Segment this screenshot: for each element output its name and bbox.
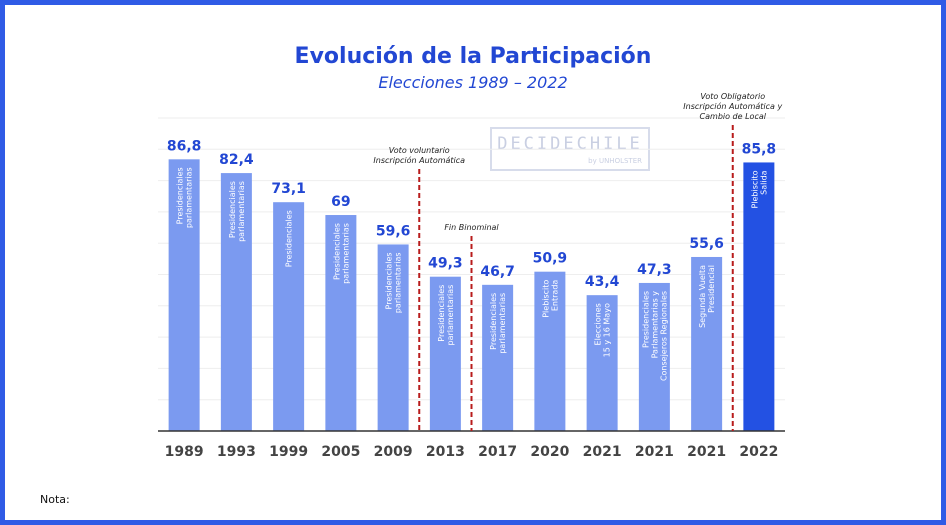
bar	[220, 173, 252, 431]
annotation-text: Inscripción Automática	[373, 155, 465, 165]
bar-label-group: Presidenciales parlamentarias	[228, 181, 246, 242]
bar-label-group: Presidenciales Parlamentarias y Consejeros…	[641, 291, 668, 381]
bar-inner-label: Presidencial	[707, 265, 716, 313]
bar	[273, 202, 305, 431]
footnote: Nota:	[40, 493, 70, 506]
bar-label-group: Presidenciales parlamentarias	[332, 223, 350, 284]
x-tick-label: 2021	[687, 444, 726, 460]
bar	[377, 244, 409, 431]
bar	[325, 215, 357, 431]
bar	[743, 162, 775, 432]
x-tick-label: 2020	[530, 444, 569, 460]
bar	[638, 282, 670, 431]
x-tick-label: 2013	[426, 444, 465, 460]
annotation-text: Voto voluntario	[389, 146, 450, 155]
value-label: 49,3	[428, 256, 463, 272]
bar	[429, 276, 461, 431]
x-tick-label: 2021	[583, 444, 622, 460]
value-label: 55,6	[689, 236, 724, 252]
bar-label-group: Elecciones 15 y 16 Mayo	[594, 303, 612, 357]
bar-label-group: Presidenciales	[285, 210, 294, 267]
bar-inner-label: Consejeros Regionales	[659, 291, 668, 381]
x-tick-label: 2021	[635, 444, 674, 460]
value-label: 69	[331, 194, 350, 210]
bar-inner-label: Salida	[759, 170, 768, 195]
bar-inner-label: parlamentarias	[498, 293, 507, 354]
bar-inner-label: Segunda Vuelta	[698, 265, 707, 328]
bar-inner-label: parlamentarias	[341, 223, 350, 284]
chart-subtitle: Elecciones 1989 – 2022	[378, 73, 568, 92]
bar-inner-label: Presidenciales	[437, 285, 446, 342]
bar-inner-label: Presidenciales	[385, 252, 394, 309]
bar-inner-label: parlamentarias	[237, 181, 246, 242]
bar-inner-label: parlamentarias	[185, 167, 194, 228]
bar	[691, 256, 723, 431]
bar-inner-label: Plebiscito	[541, 280, 550, 318]
bar	[168, 159, 200, 432]
annotation-text: Cambio de Local	[700, 112, 767, 121]
bar-inner-label: Presidenciales	[176, 167, 185, 224]
bar-label-group: Plebiscito Entrada	[541, 280, 559, 318]
bar-inner-label: parlamentarias	[394, 252, 403, 313]
bar-inner-label: Entrada	[550, 280, 559, 312]
bar-inner-label: parlamentarias	[446, 285, 455, 346]
value-label: 43,4	[585, 274, 620, 290]
annotation-text: Inscripción Automática y	[683, 101, 782, 111]
chart-title: Evolución de la Participación	[294, 44, 652, 69]
bar-inner-label: Presidenciales	[489, 293, 498, 350]
value-label: 50,9	[533, 251, 568, 267]
x-tick-label: 2009	[374, 444, 413, 460]
bar-inner-label: Plebiscito	[750, 170, 759, 208]
bar	[586, 295, 618, 431]
bar-label-group: Presidenciales parlamentarias	[437, 285, 455, 346]
bar-inner-label: 15 y 16 Mayo	[603, 303, 612, 357]
value-label: 46,7	[480, 264, 515, 280]
annotation-text: Voto Obligatorio	[700, 92, 765, 101]
value-label: 82,4	[219, 152, 254, 168]
watermark-sub: by UNHOLSTER	[588, 157, 642, 165]
value-label: 59,6	[376, 223, 411, 239]
bar-inner-label: Presidenciales	[332, 223, 341, 280]
value-label: 86,8	[167, 138, 202, 154]
bar-label-group: Presidenciales parlamentarias	[385, 252, 403, 313]
bar-inner-label: Presidenciales	[641, 291, 650, 348]
bar-label-group: Plebiscito Salida	[750, 170, 768, 208]
bar	[482, 284, 514, 431]
value-label: 85,8	[742, 141, 777, 157]
x-tick-label: 1993	[217, 444, 256, 460]
value-label: 73,1	[271, 181, 306, 197]
bar-inner-label: Presidenciales	[285, 210, 294, 267]
value-label: 47,3	[637, 262, 672, 278]
x-tick-label: 1999	[269, 444, 308, 460]
bar-label-group: Presidenciales parlamentarias	[489, 293, 507, 354]
bar-inner-label: Elecciones	[594, 303, 603, 345]
x-tick-label: 2022	[739, 444, 778, 460]
bar-inner-label: Presidenciales	[228, 181, 237, 238]
x-tick-label: 2017	[478, 444, 517, 460]
bar-inner-label: Parlamentarias y	[650, 291, 659, 359]
x-tick-label: 1989	[165, 444, 204, 460]
bar-label-group: Segunda Vuelta Presidencial	[698, 265, 716, 328]
bar	[534, 271, 566, 431]
annotation-text: Fin Binominal	[444, 223, 499, 232]
x-tick-label: 2005	[321, 444, 360, 460]
bar-label-group: Presidenciales parlamentarias	[176, 167, 194, 228]
